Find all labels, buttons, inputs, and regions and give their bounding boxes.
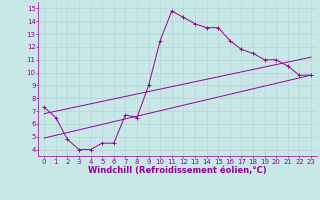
- X-axis label: Windchill (Refroidissement éolien,°C): Windchill (Refroidissement éolien,°C): [88, 166, 267, 175]
